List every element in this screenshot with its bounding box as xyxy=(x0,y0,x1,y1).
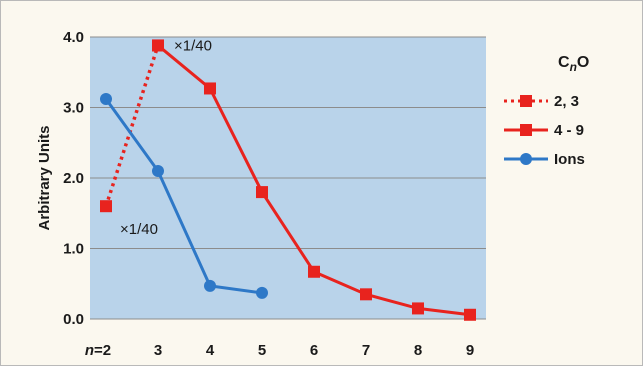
x-tick-label: n=2 xyxy=(85,342,111,359)
x-tick-label: 6 xyxy=(310,342,318,359)
legend-entry: 4 - 9 xyxy=(504,122,584,139)
annotation-label: ×1/40 xyxy=(120,221,158,238)
y-tick-label: 2.0 xyxy=(63,170,84,187)
legend-title: CnO xyxy=(558,54,589,74)
data-point xyxy=(520,124,532,136)
x-tick-label: 3 xyxy=(154,342,162,359)
x-tick-label: 8 xyxy=(414,342,422,359)
data-point xyxy=(204,82,216,94)
data-point xyxy=(520,153,532,165)
legend-entry: 2, 3 xyxy=(504,93,579,110)
legend: CnO 2, 3 4 - 9 Ions xyxy=(504,54,589,168)
data-point xyxy=(204,280,216,292)
data-point xyxy=(520,95,532,107)
legend-label: Ions xyxy=(554,151,585,168)
x-tick-label: 9 xyxy=(466,342,474,359)
x-tick-label: 7 xyxy=(362,342,370,359)
x-tick-label: 4 xyxy=(206,342,215,359)
legend-title-sub: n xyxy=(570,60,577,74)
legend-title-main: C xyxy=(558,54,570,71)
x-tick-label: 5 xyxy=(258,342,266,359)
data-point xyxy=(308,266,320,278)
data-point xyxy=(256,186,268,198)
legend-label: 4 - 9 xyxy=(554,122,584,139)
data-point xyxy=(100,93,112,105)
y-axis-label: Arbitrary Units xyxy=(36,125,53,230)
data-point xyxy=(152,39,164,51)
y-axis-ticks: 0.0 1.0 2.0 3.0 4.0 xyxy=(63,29,84,328)
legend-entry: Ions xyxy=(504,151,585,168)
data-point xyxy=(256,287,268,299)
x-axis-ticks: n=2 3 4 5 6 7 8 9 xyxy=(85,342,474,359)
annotation-label: ×1/40 xyxy=(174,37,212,54)
data-point xyxy=(100,200,112,212)
y-tick-label: 4.0 xyxy=(63,29,84,46)
y-tick-label: 0.0 xyxy=(63,311,84,328)
data-point xyxy=(464,309,476,321)
y-tick-label: 3.0 xyxy=(63,100,84,117)
y-tick-label: 1.0 xyxy=(63,241,84,258)
data-point xyxy=(412,302,424,314)
legend-title-end: O xyxy=(577,54,589,71)
data-point xyxy=(152,165,164,177)
legend-label: 2, 3 xyxy=(554,93,579,110)
data-point xyxy=(360,288,372,300)
